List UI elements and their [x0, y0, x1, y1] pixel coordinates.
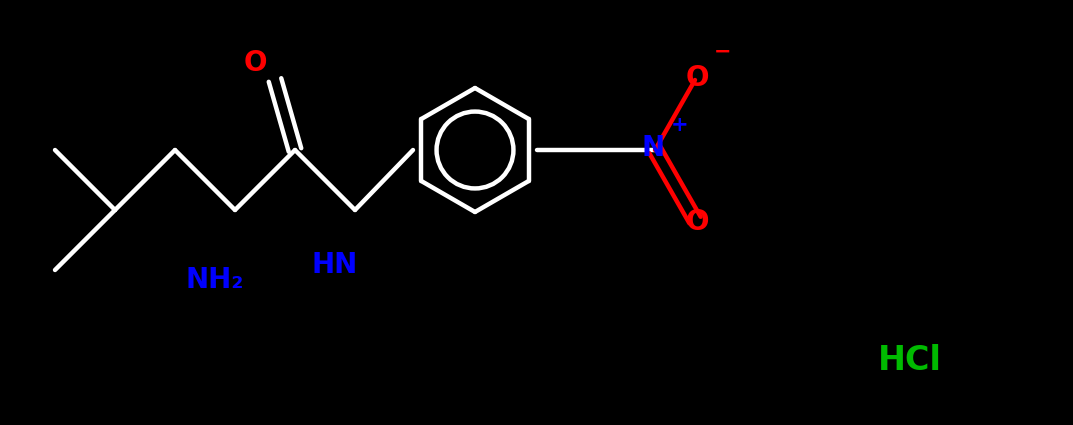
Text: −: − — [715, 42, 732, 62]
Text: O: O — [686, 64, 709, 92]
Text: HN: HN — [312, 251, 358, 279]
Text: O: O — [686, 208, 709, 236]
Text: +: + — [672, 115, 689, 135]
Text: N: N — [642, 134, 664, 162]
Text: HCl: HCl — [878, 343, 942, 377]
Text: NH₂: NH₂ — [186, 266, 245, 294]
Text: O: O — [244, 49, 267, 77]
